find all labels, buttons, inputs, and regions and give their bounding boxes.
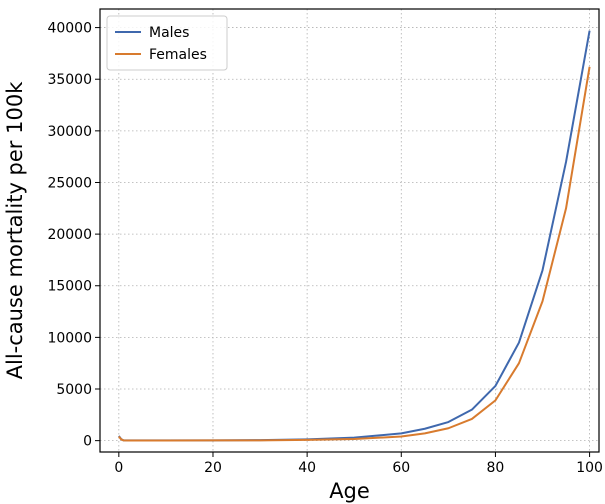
- x-tick-label: 0: [114, 460, 123, 476]
- x-tick-label: 80: [487, 460, 505, 476]
- y-tick-label: 40000: [47, 21, 92, 37]
- legend-box: [106, 15, 228, 71]
- y-axis: 0 5000 10000 15000 20000 25000 30000 35000 40000: [47, 21, 100, 450]
- x-axis-label: Age: [329, 479, 370, 503]
- y-axis-label: All-cause mortality per 100k: [3, 81, 27, 380]
- x-tick-label: 20: [204, 460, 222, 476]
- y-tick-label: 10000: [47, 330, 92, 346]
- grid: [100, 9, 599, 452]
- legend-label-females: Females: [149, 47, 207, 63]
- y-tick-label: 0: [83, 434, 92, 450]
- y-tick-label: 25000: [47, 175, 92, 191]
- legend: Males Females: [106, 15, 228, 71]
- x-tick-label: 40: [298, 460, 316, 476]
- plot-frame: [99, 8, 600, 453]
- series-layer: [118, 30, 591, 442]
- x-axis: 0 20 40 60 80 100: [114, 452, 603, 476]
- y-tick-label: 15000: [47, 279, 92, 295]
- y-tick-label: 30000: [47, 124, 92, 140]
- y-tick-label: 20000: [47, 227, 92, 243]
- y-tick-label: 35000: [47, 72, 92, 88]
- x-tick-label: 60: [392, 460, 410, 476]
- x-tick-label: 100: [576, 460, 603, 476]
- y-tick-label: 5000: [56, 382, 92, 398]
- legend-label-males: Males: [149, 25, 189, 41]
- series-line-females: [118, 66, 591, 442]
